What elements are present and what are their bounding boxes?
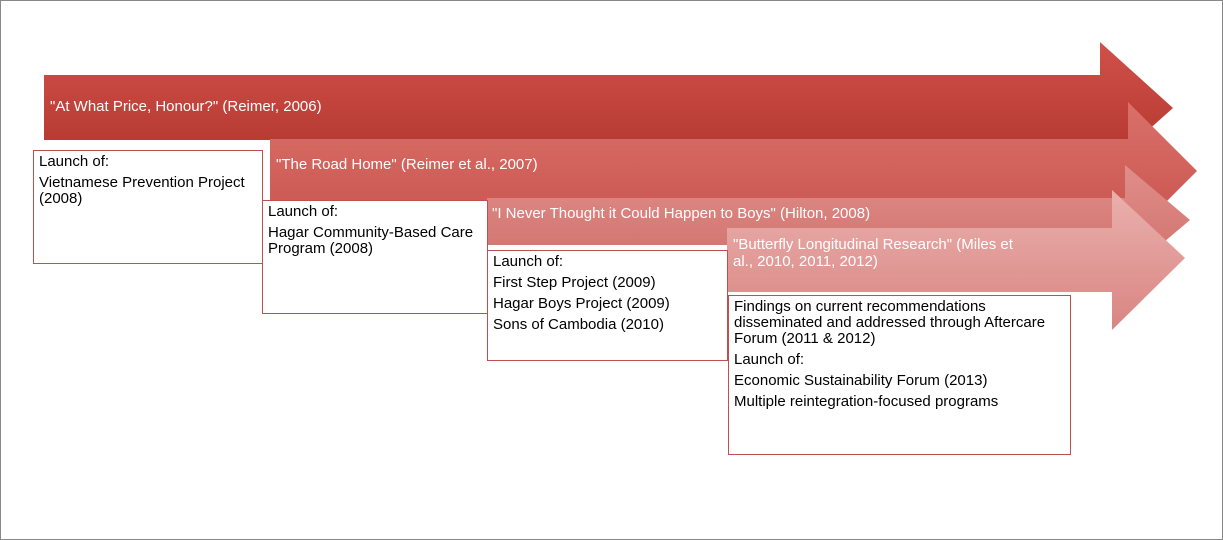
box-line: Hagar Boys Project (2009) (493, 295, 670, 312)
box-line: Launch of: (268, 203, 339, 220)
box-line: Multiple reintegration-focused programs (734, 393, 999, 410)
box-line: Vietnamese Prevention Project (2008) (39, 174, 245, 207)
box-line: Sons of Cambodia (2010) (493, 316, 664, 333)
arrow-label: "I Never Thought it Could Happen to Boys… (492, 205, 871, 222)
box: Launch of: Vietnamese Prevention Project … (33, 150, 263, 264)
arrow (44, 42, 1173, 173)
box-line: Findings on current recommendations diss… (734, 298, 1046, 347)
arrow-label: "The Road Home" (Reimer et al., 2007) (276, 156, 538, 173)
box-line: Launch of: (734, 351, 805, 368)
arrow-label: "Butterfly Longitudinal Research" (Miles… (733, 236, 1013, 270)
box-line: First Step Project (2009) (493, 274, 656, 291)
arrow (727, 190, 1185, 330)
box-line: Launch of: (39, 153, 110, 170)
box: Launch of: First Step Project (2009) Hagar… (487, 250, 728, 361)
box-line: Economic Sustainability Forum (2013) (734, 372, 988, 389)
box: Findings on current recommendations diss… (728, 295, 1071, 455)
arrow (487, 165, 1190, 275)
box-line: Launch of: (493, 253, 564, 270)
arrow (270, 102, 1197, 240)
box: Launch of: Hagar Community-Based Care Pro… (262, 200, 488, 314)
box-line: Hagar Community-Based Care Program (2008… (268, 224, 474, 257)
arrow-label: "At What Price, Honour?" (Reimer, 2006) (50, 98, 322, 115)
